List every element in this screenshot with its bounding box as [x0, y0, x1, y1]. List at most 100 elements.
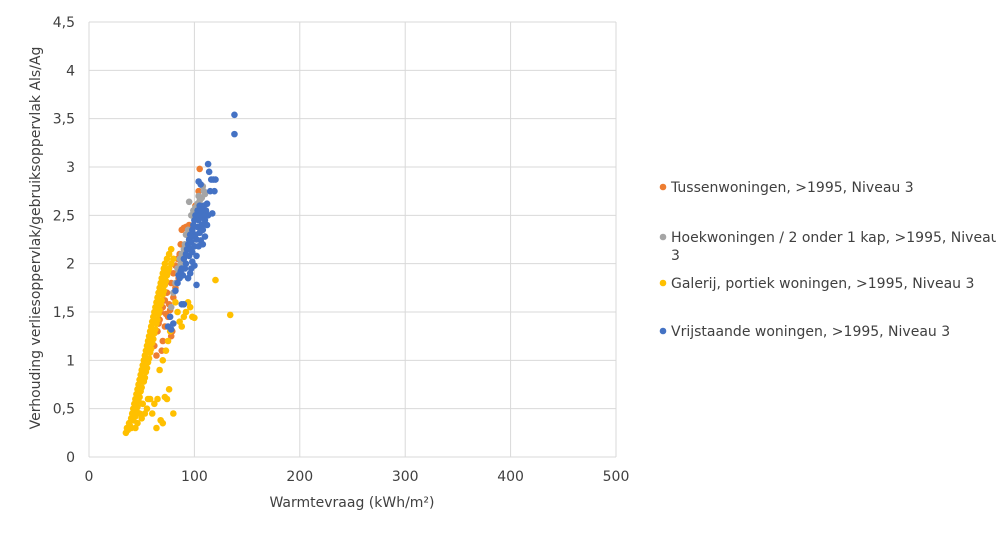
data-point	[199, 241, 207, 248]
data-point	[145, 355, 153, 362]
data-point	[156, 306, 163, 314]
data-point	[154, 395, 161, 403]
data-point	[212, 176, 219, 183]
data-point	[144, 395, 152, 403]
y-tick-label: 0,5	[53, 402, 75, 418]
x-tick-label: 200	[286, 469, 313, 485]
data-point	[201, 190, 209, 198]
data-point	[203, 221, 211, 229]
data-point	[159, 337, 167, 345]
data-point	[212, 276, 219, 284]
data-point	[231, 130, 238, 138]
legend-label: Galerij, portiek woningen, >1995, Niveau…	[671, 276, 974, 292]
data-point	[162, 347, 170, 354]
y-tick-label: 4,5	[53, 15, 75, 31]
legend-marker	[659, 327, 667, 335]
data-point	[165, 386, 173, 393]
data-point	[179, 271, 187, 279]
data-point	[231, 111, 238, 119]
data-point	[182, 308, 190, 316]
x-tick-label: 300	[392, 469, 419, 485]
data-point	[188, 248, 196, 256]
data-point	[143, 364, 151, 372]
data-point	[164, 337, 172, 345]
data-point	[170, 255, 177, 263]
legend-label: Tussenwoningen, >1995, Niveau 3	[670, 180, 914, 196]
data-point	[174, 308, 181, 316]
data-point	[170, 320, 177, 327]
y-tick-label: 0	[66, 450, 75, 466]
data-point	[170, 270, 177, 277]
data-point	[138, 384, 145, 391]
data-points	[122, 111, 238, 437]
data-point	[136, 410, 143, 417]
legend-label: Vrijstaande woningen, >1995, Niveau 3	[671, 324, 950, 340]
data-point	[162, 277, 170, 285]
data-point	[193, 281, 200, 289]
data-point	[188, 258, 196, 266]
data-point	[163, 395, 171, 403]
data-point	[226, 311, 234, 319]
x-axis-ticks: 0 100 200 300 400 500	[85, 469, 630, 485]
data-point	[154, 316, 161, 324]
data-point	[196, 165, 203, 173]
data-point	[167, 245, 175, 253]
data-point	[136, 393, 143, 401]
data-point	[186, 303, 194, 311]
legend-marker	[659, 183, 667, 191]
data-point	[134, 419, 141, 427]
data-point	[156, 366, 163, 374]
data-point	[195, 187, 202, 195]
data-point	[152, 326, 159, 333]
legend-label: Hoekwoningen / 2 onder 1 kap, >1995, Niv…	[671, 230, 996, 264]
data-point	[201, 212, 209, 219]
x-tick-label: 400	[497, 469, 524, 485]
y-axis-title: Verhouding verliesoppervlak/gebruiksoppe…	[28, 47, 44, 430]
data-point	[167, 326, 175, 333]
data-point	[141, 410, 149, 417]
data-point	[193, 252, 200, 260]
data-point	[134, 403, 141, 411]
data-point	[147, 345, 155, 353]
x-tick-label: 0	[85, 469, 94, 485]
x-axis-title: Warmtevraag (kWh/m²)	[269, 495, 434, 511]
data-point	[166, 313, 174, 321]
data-point	[148, 410, 156, 417]
y-tick-label: 3	[66, 160, 75, 176]
data-point	[199, 226, 207, 234]
data-point	[159, 357, 167, 364]
data-point	[180, 300, 188, 308]
y-tick-label: 1,5	[53, 305, 75, 321]
y-tick-label: 2,5	[53, 208, 75, 224]
data-point	[191, 314, 198, 322]
data-point	[151, 400, 158, 408]
data-point	[204, 160, 212, 168]
data-point	[158, 297, 166, 304]
legend-marker	[659, 233, 667, 241]
data-point	[153, 352, 160, 359]
data-point	[205, 168, 213, 176]
legend-marker	[659, 279, 667, 287]
data-point	[185, 198, 193, 206]
data-point	[203, 200, 211, 208]
x-tick-label: 500	[603, 469, 630, 485]
data-point	[197, 181, 205, 188]
y-axis-ticks: 0 0,5 1 1,5 2 2,5 3 3,5 4 4,5	[53, 15, 75, 466]
data-point	[178, 323, 186, 330]
data-point	[170, 410, 177, 417]
y-tick-label: 3,5	[53, 112, 75, 128]
data-point	[186, 270, 194, 277]
data-point	[172, 299, 179, 306]
data-point	[141, 374, 149, 382]
y-tick-label: 2	[66, 257, 75, 273]
data-point	[172, 287, 179, 295]
data-point	[209, 210, 216, 217]
data-point	[182, 260, 190, 267]
x-tick-label: 100	[181, 469, 208, 485]
data-point	[153, 424, 160, 432]
data-point	[167, 303, 175, 311]
data-point	[149, 335, 157, 343]
data-point	[201, 233, 209, 240]
y-tick-label: 1	[66, 353, 75, 369]
y-tick-label: 4	[66, 63, 75, 79]
